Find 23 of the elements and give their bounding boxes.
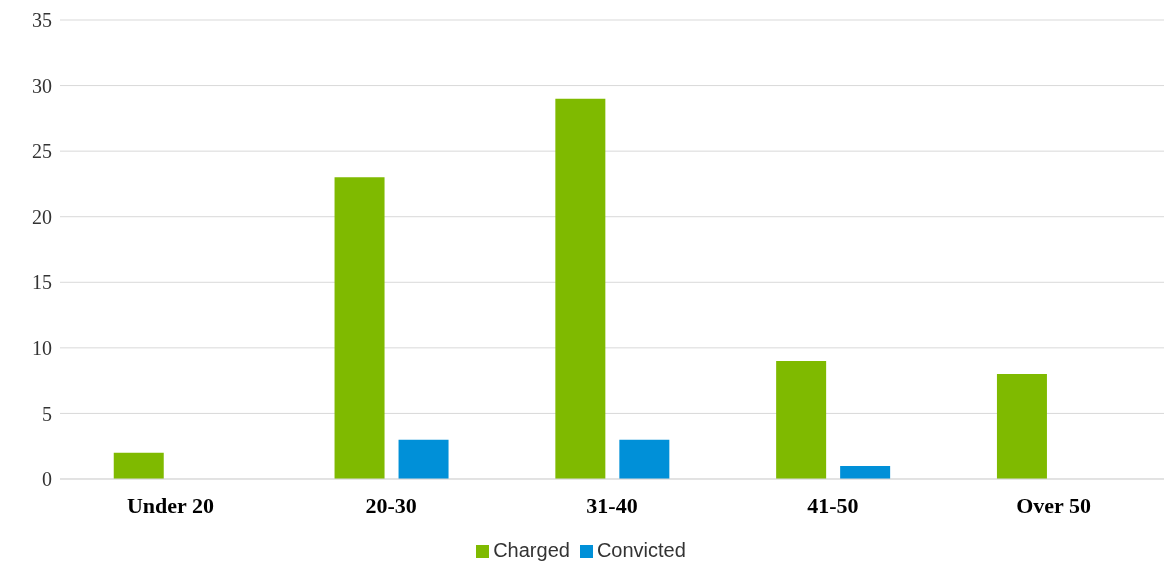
y-tick-label: 25 <box>32 140 52 163</box>
bar <box>555 98 606 479</box>
y-tick-label: 30 <box>32 74 52 97</box>
y-tick-label: 10 <box>32 336 52 359</box>
bar <box>996 374 1047 479</box>
bar <box>619 439 670 479</box>
y-tick-label: 5 <box>42 402 52 425</box>
bar <box>398 439 449 479</box>
x-tick-label: 31-40 <box>586 492 638 518</box>
x-tick-label: Under 20 <box>126 492 214 518</box>
legend-label: Charged <box>493 539 570 561</box>
y-tick-label: 20 <box>32 205 52 228</box>
x-tick-label: 20-30 <box>365 492 417 518</box>
bar <box>334 177 385 479</box>
y-tick-label: 0 <box>42 468 52 491</box>
y-tick-label: 15 <box>32 271 52 294</box>
x-tick-label: 41-50 <box>807 492 859 518</box>
y-tick-label: 35 <box>32 9 52 32</box>
legend-label: Convicted <box>596 539 686 561</box>
bar <box>113 452 164 479</box>
x-tick-label: Over 50 <box>1016 492 1091 518</box>
bar <box>840 465 891 479</box>
bar <box>776 360 827 479</box>
